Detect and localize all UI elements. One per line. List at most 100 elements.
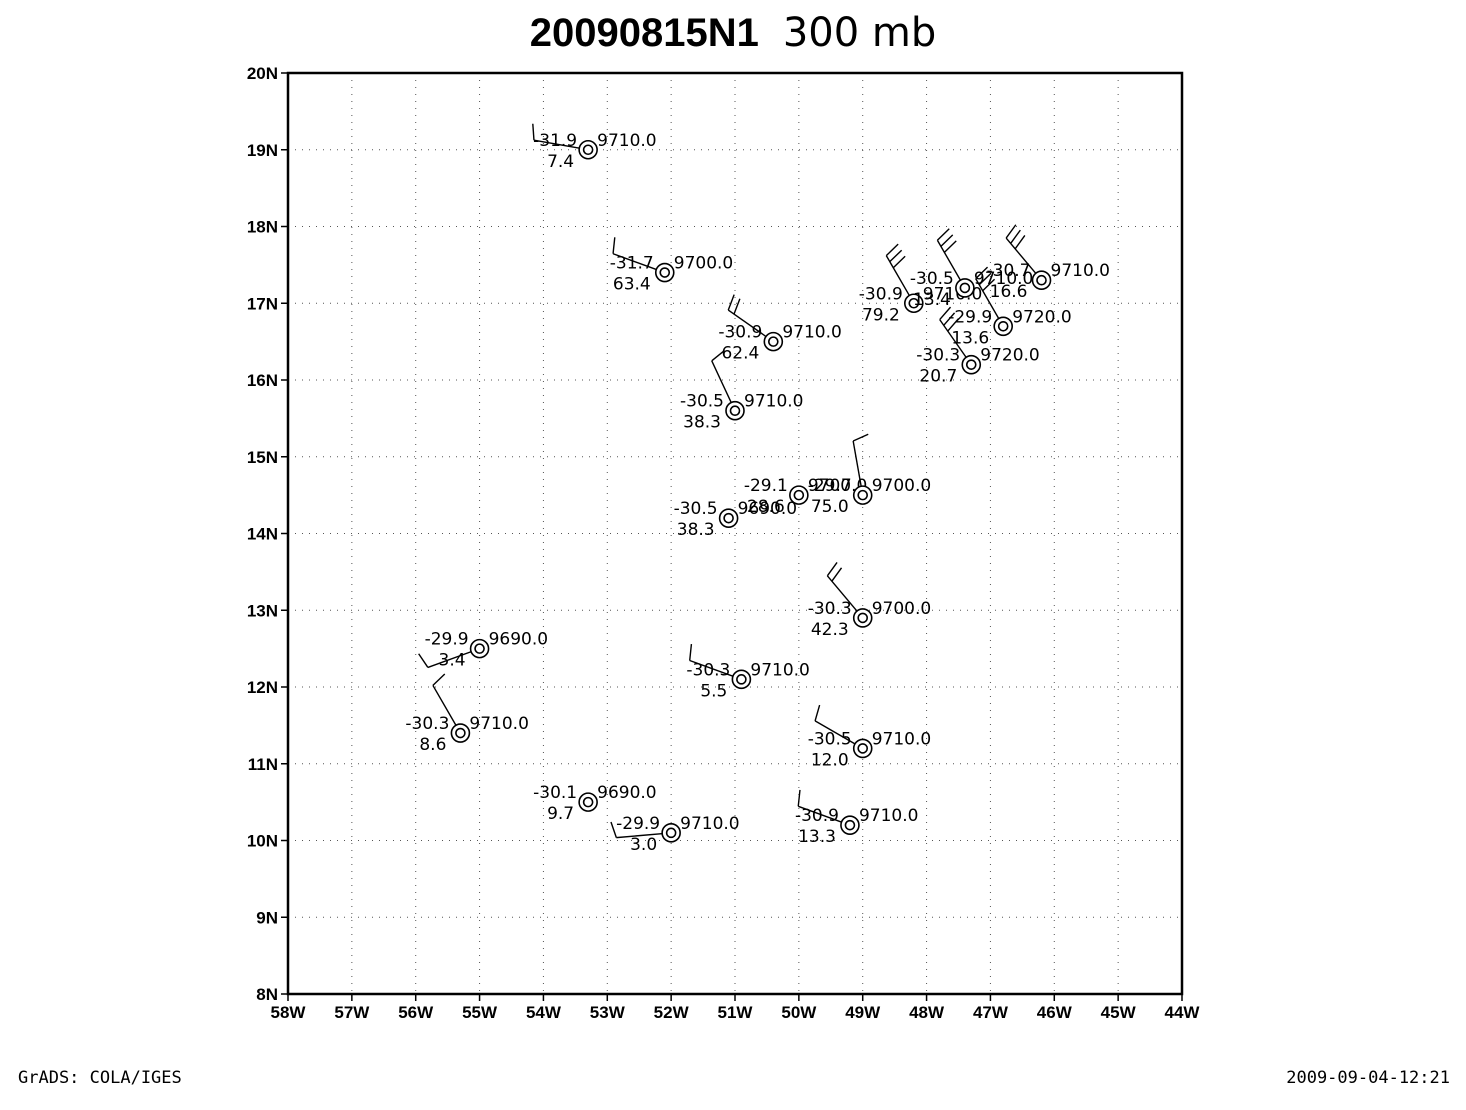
station-inner-circle: [857, 489, 869, 501]
station-temperature: -30.5: [680, 392, 724, 412]
station-inner-circle: [793, 489, 805, 501]
station-inner-circle: [844, 819, 856, 831]
station-outer-circle: [852, 738, 873, 759]
station-outer-circle: [661, 823, 681, 843]
wind-barb-staff: [975, 278, 1000, 320]
station-inner-circle: [474, 643, 485, 654]
station-dewpoint: 8.6: [419, 735, 446, 755]
axis-ticks: 58W 57W 56W 55W 54W 53W 52W 51W 50W 49W 48W 47W 46W 4…: [247, 64, 1201, 1022]
station-temperature: -29.9: [425, 630, 469, 650]
wind-barb-staff: [427, 650, 473, 669]
y-tick-label: 9N: [256, 908, 278, 927]
x-tick-label: 47W: [973, 1003, 1009, 1022]
wind-barb-staff: [432, 685, 458, 727]
station-inner-circle: [997, 320, 1009, 332]
station-inner-circle: [857, 743, 869, 754]
station-temperature: -30.9: [718, 323, 762, 343]
station-outer-circle: [718, 508, 739, 528]
station-dewpoint: 28.6: [747, 497, 785, 517]
station-inner-circle: [768, 336, 779, 347]
station-outer-circle: [852, 608, 873, 628]
station-height: 9700.0: [872, 599, 931, 619]
station-temperature: -30.5: [910, 269, 954, 289]
station-temperature: -31.7: [610, 254, 654, 274]
wind-barb-feather: [610, 821, 618, 838]
station-inner-circle: [659, 267, 671, 278]
station-height: 9710.0: [750, 660, 809, 680]
footer-software-credit: GrADS: COLA/IGES: [18, 1068, 182, 1088]
wind-barb-staff: [814, 720, 857, 746]
y-tick-label: 14N: [247, 525, 278, 544]
y-tick-label: 20N: [247, 64, 278, 83]
station-inner-circle: [582, 796, 594, 808]
wind-barb-staff: [826, 575, 859, 613]
station-inner-circle: [665, 827, 677, 839]
x-tick-label: 46W: [1037, 1003, 1073, 1022]
y-tick-label: 17N: [247, 294, 278, 313]
grid-lines: [288, 73, 1182, 994]
station-outer-circle: [450, 723, 471, 743]
station: -30.9 9710.0 62.4: [718, 294, 842, 364]
station: -30.9 9710.079.2: [859, 243, 982, 325]
x-tick-label: 53W: [590, 1003, 626, 1022]
station-dewpoint: 20.7: [919, 367, 957, 387]
wind-barb-feather: [612, 237, 616, 254]
wind-barb-feather: [889, 249, 903, 263]
wind-barb-feather: [711, 349, 726, 362]
wind-barb-feather: [982, 278, 996, 292]
station-outer-circle: [955, 278, 975, 298]
station-temperature: -30.9: [795, 806, 839, 826]
station-dewpoint: 38.3: [683, 413, 721, 433]
wind-barb-feather: [936, 228, 950, 241]
station: -30.1 9690.0 9.7: [533, 783, 656, 824]
wind-barb-staff: [852, 440, 863, 488]
station-dewpoint: 13.6: [951, 328, 989, 348]
station-inner-circle: [582, 144, 594, 156]
station-dewpoint: 12.0: [811, 750, 849, 770]
station: -30.3 9710.0 5.5: [686, 644, 810, 701]
wind-barb-feather: [797, 789, 801, 807]
footer-timestamp: 2009-09-04-12:21: [1286, 1068, 1450, 1088]
station-outer-circle: [469, 638, 490, 659]
station-outer-circle: [961, 354, 982, 375]
station: -30.5 9710.0 13.4: [910, 228, 1033, 310]
station-markers: -31.9 9710.07.4-31.7 9700.063.4-30.9 9710.0…: [405, 123, 1110, 855]
x-tick-label: 50W: [781, 1003, 817, 1022]
station-temperature: -29.1: [744, 476, 788, 496]
station-inner-circle: [908, 297, 920, 309]
wind-barb-staff: [1005, 237, 1037, 275]
station-temperature: -30.3: [405, 714, 449, 734]
wind-barb-staff: [612, 253, 658, 271]
wind-barb-feather: [733, 298, 741, 315]
station-height: 9700.0: [872, 476, 931, 496]
station-outer-circle: [578, 792, 598, 812]
wind-barb-feather: [727, 294, 735, 311]
station: -29.9 9690.0 3.4: [418, 630, 548, 671]
wind-barb-feather: [689, 644, 693, 661]
y-tick-label: 19N: [247, 141, 278, 160]
station-height: 9690.0: [738, 499, 797, 519]
wind-barb-staff: [936, 239, 962, 282]
station-dewpoint: 16.6: [990, 282, 1028, 302]
pressure-level: 300 mb: [782, 10, 937, 56]
station-dewpoint: 13.4: [913, 290, 951, 310]
wind-barb-feather: [947, 318, 960, 332]
station: -31.9 9710.0 7.4: [532, 123, 657, 172]
station: -31.7 9700.0 63.4: [610, 237, 733, 295]
station-inner-circle: [736, 674, 747, 685]
station-inner-circle: [1036, 274, 1047, 286]
wind-barb-feather: [852, 433, 869, 442]
wind-barb-feather: [1005, 224, 1017, 239]
station-inner-circle: [965, 359, 977, 370]
station: -29.9 9720.0 13.6: [948, 266, 1072, 348]
station-temperature: -30.5: [674, 499, 718, 519]
station-inner-circle: [857, 612, 869, 624]
station-dewpoint: 79.2: [862, 305, 900, 325]
station-height: 9710.0: [597, 131, 656, 151]
station-height: 9710.0: [974, 269, 1033, 289]
station-outer-circle: [725, 400, 745, 421]
station-dewpoint: 13.3: [798, 827, 836, 847]
station-temperature: -31.9: [533, 131, 577, 151]
station-outer-circle: [763, 331, 784, 352]
y-tick-label: 13N: [247, 601, 278, 620]
